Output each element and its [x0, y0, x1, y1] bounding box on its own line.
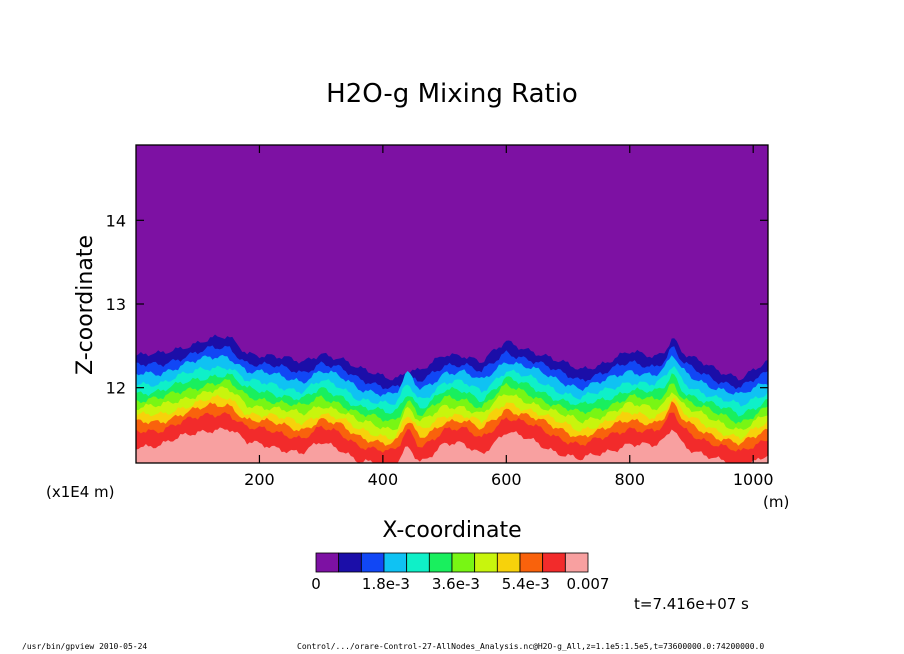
- colorbar-swatch: [496, 552, 521, 573]
- colorbar-label: 1.8e-3: [362, 575, 410, 593]
- colorbar-swatch: [428, 552, 453, 573]
- x-tick-label: 400: [368, 470, 399, 489]
- colorbar-swatch: [564, 552, 589, 573]
- axis-ticks: 200 400 600 800 1000 12 13 14: [106, 145, 774, 489]
- band-10: [136, 412, 768, 463]
- y-scale-note: (x1E4 m): [46, 483, 115, 501]
- y-tick-label: 13: [106, 295, 126, 314]
- x-tick-label: 600: [491, 470, 522, 489]
- colorbar-swatch: [338, 552, 362, 573]
- colorbar-label: 0.007: [567, 575, 610, 593]
- colorbar-swatch: [451, 552, 476, 573]
- x-axis-label: X-coordinate: [382, 518, 521, 543]
- colorbar-label: 5.4e-3: [502, 575, 550, 593]
- contour-field: [136, 145, 768, 463]
- y-tick-label: 14: [106, 211, 126, 230]
- colorbar-swatch: [542, 552, 566, 573]
- footer-program: /usr/bin/gpview 2010-05-24: [22, 642, 148, 651]
- colorbar-label: 0: [311, 575, 321, 593]
- colorbar: 0 1.8e-3 3.6e-3 5.4e-3 0.007: [311, 552, 610, 593]
- x-tick-label: 1000: [733, 470, 774, 489]
- time-label: t=7.416e+07 s: [634, 595, 749, 613]
- footer-source: Control/.../orare-Control-27-AllNodes_An…: [297, 642, 765, 651]
- colorbar-swatch: [383, 552, 408, 573]
- y-axis-label: Z-coordinate: [73, 235, 98, 375]
- x-tick-label: 800: [614, 470, 645, 489]
- chart-title: H2O-g Mixing Ratio: [326, 79, 578, 109]
- colorbar-swatch: [474, 552, 498, 573]
- colorbar-swatch: [519, 552, 544, 573]
- y-tick-label: 12: [106, 379, 126, 398]
- colorbar-swatch: [406, 552, 430, 573]
- colorbar-label: 3.6e-3: [432, 575, 480, 593]
- colorbar-swatch: [315, 552, 340, 573]
- colorbar-swatch: [360, 552, 385, 573]
- band-11: [136, 427, 768, 463]
- x-unit-label: (m): [763, 493, 789, 511]
- x-tick-label: 200: [244, 470, 275, 489]
